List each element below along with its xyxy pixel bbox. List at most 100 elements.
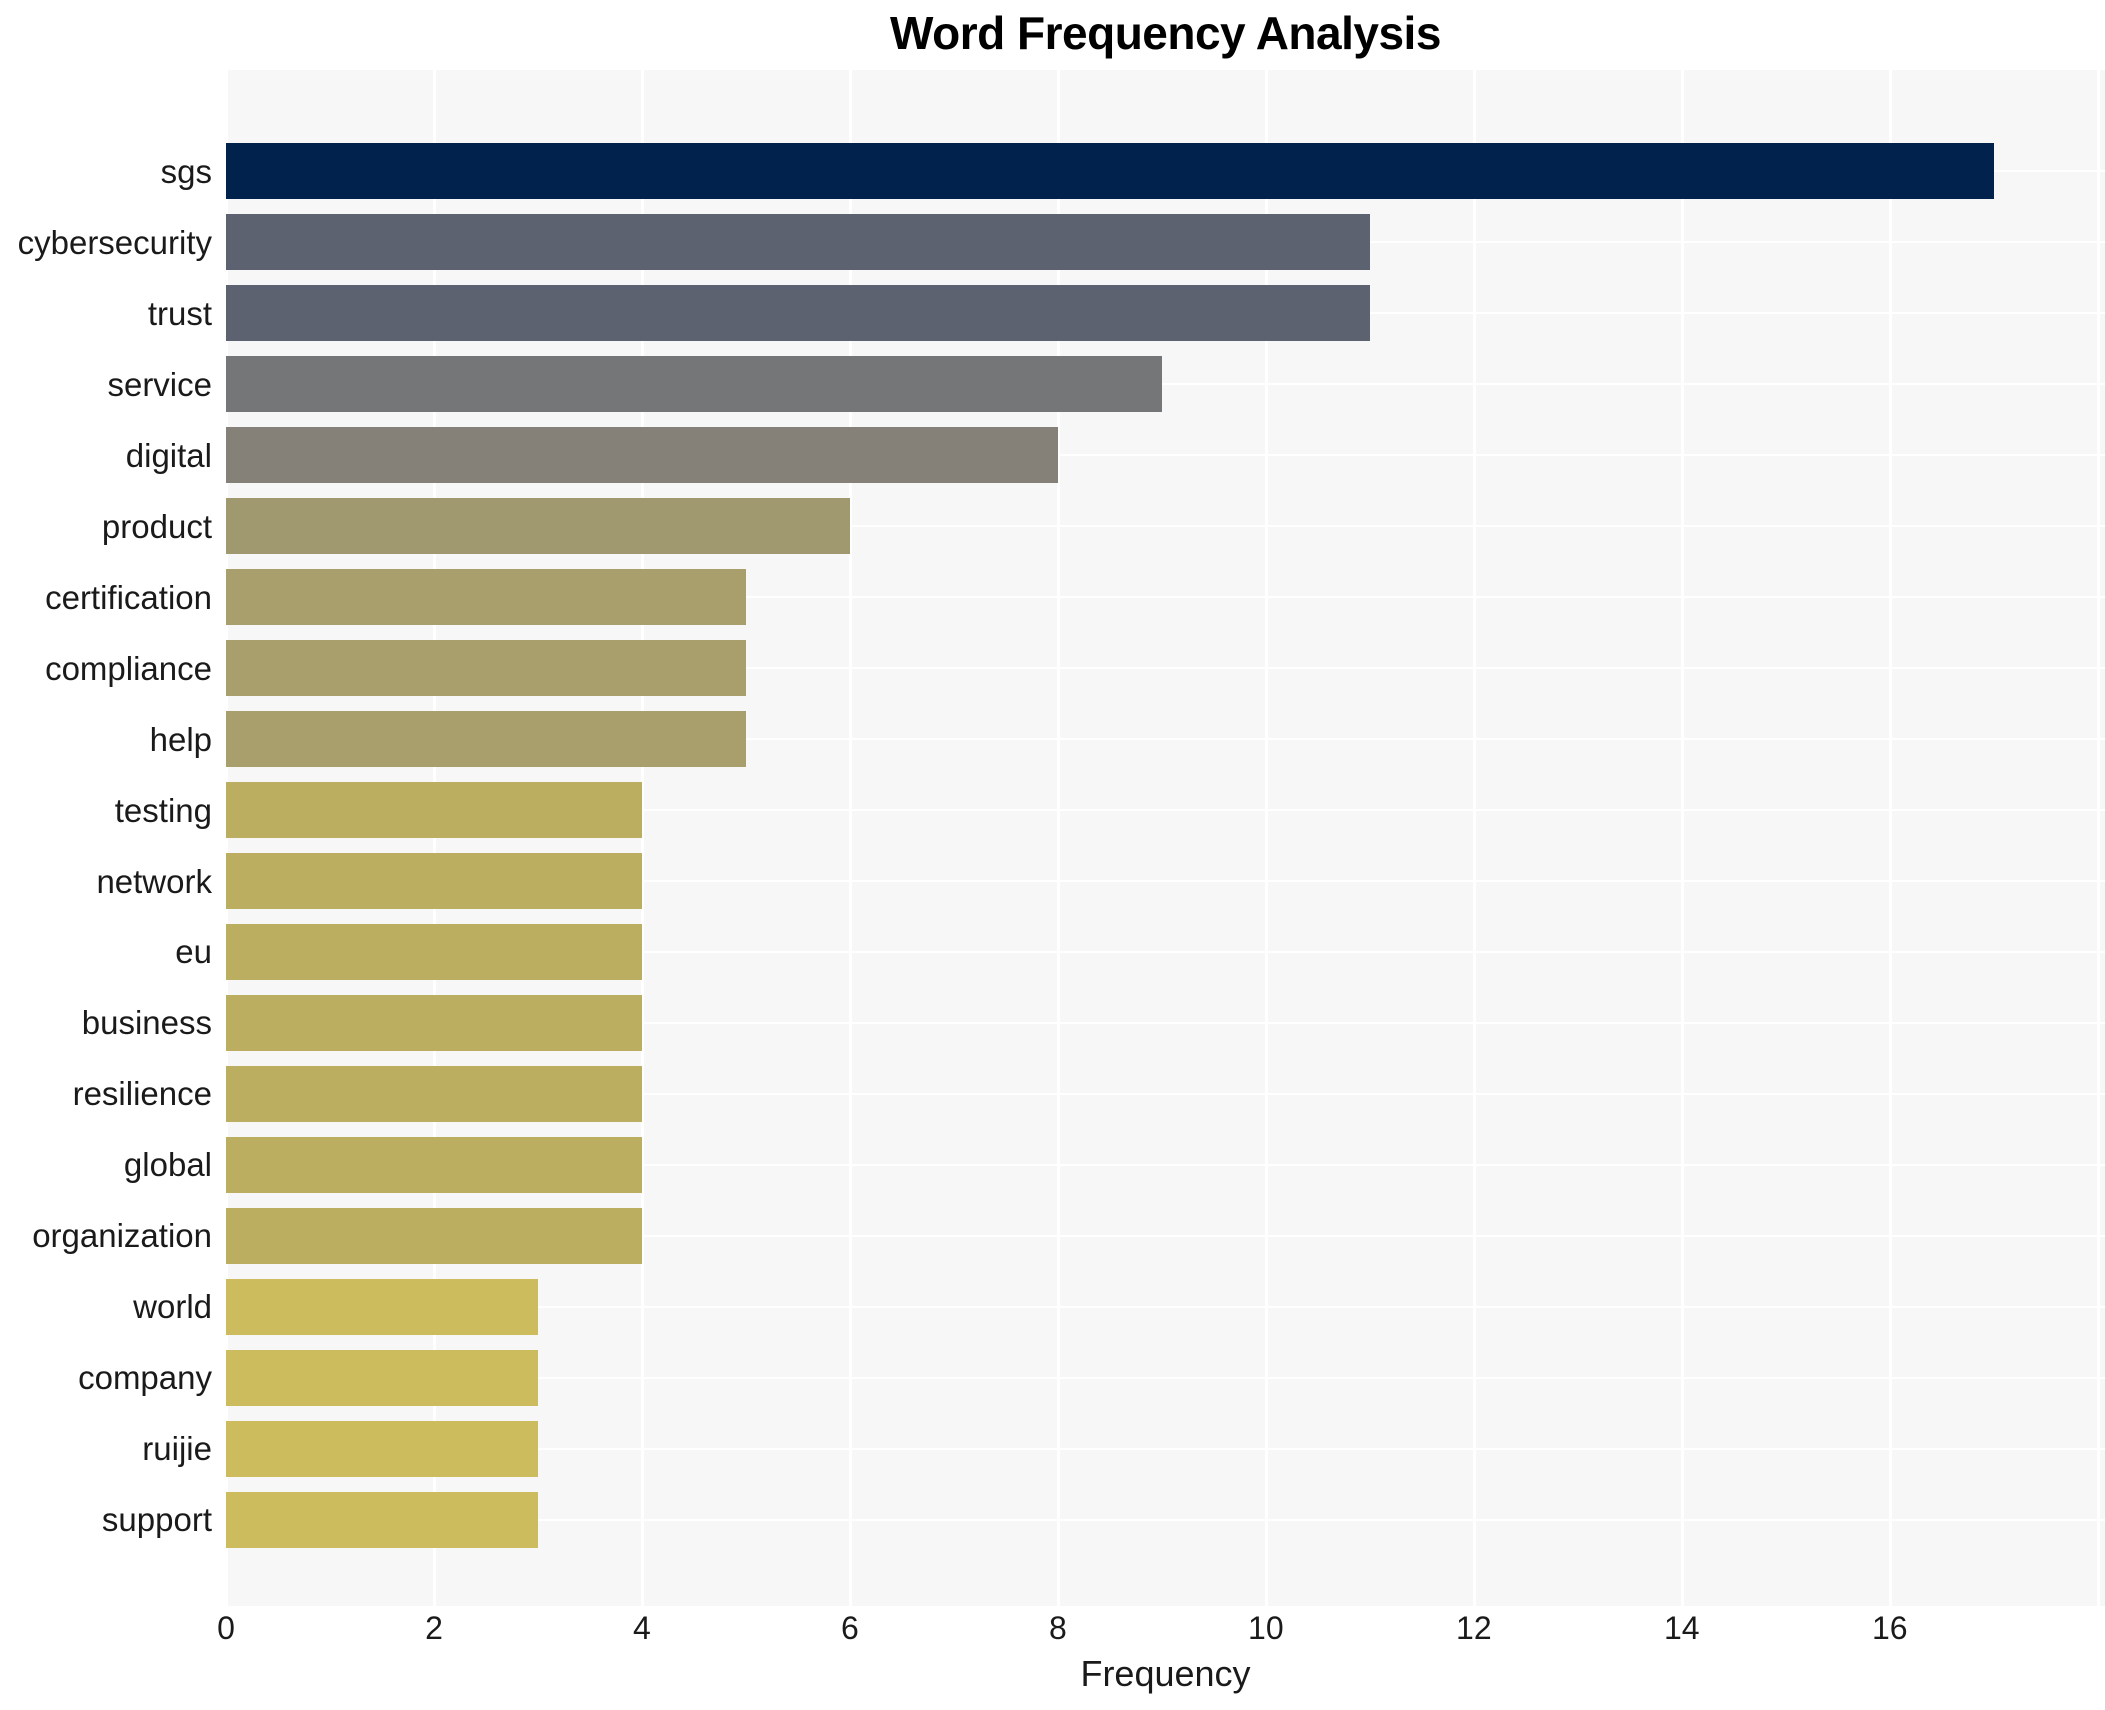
gridline-vertical [1264, 70, 1268, 1606]
y-axis-label: support [101, 1501, 212, 1539]
chart-row: testing [0, 775, 2105, 846]
gridline-vertical [1888, 70, 1892, 1606]
bar-compliance [226, 640, 746, 697]
chart-row: ruijie [0, 1413, 2105, 1484]
chart-row: resilience [0, 1058, 2105, 1129]
bar-track [226, 633, 2105, 704]
gridline-vertical [1680, 70, 1684, 1606]
y-axis-label: organization [32, 1217, 212, 1255]
y-axis-label: sgs [160, 152, 212, 190]
y-axis-label: trust [147, 294, 212, 332]
gridline-horizontal [226, 738, 2105, 741]
gridline-vertical [2096, 70, 2100, 1606]
x-tick-label: 6 [841, 1610, 859, 1646]
x-tick-label: 16 [1871, 1610, 1908, 1646]
chart-row: global [0, 1129, 2105, 1200]
gridline-horizontal [226, 1447, 2105, 1450]
bar-track [226, 987, 2105, 1058]
chart-row: business [0, 987, 2105, 1058]
bar-track [226, 1413, 2105, 1484]
gridline-vertical [640, 70, 644, 1606]
y-axis-label: certification [45, 578, 212, 616]
chart-row: product [0, 491, 2105, 562]
y-axis-label: network [96, 862, 212, 900]
bar-support [226, 1491, 538, 1548]
x-tick-label: 14 [1663, 1610, 1700, 1646]
bar-track [226, 207, 2105, 278]
bar-track [226, 1058, 2105, 1129]
y-axis-label: service [107, 365, 212, 403]
chart-row: cybersecurity [0, 207, 2105, 278]
bar-trust [226, 285, 1370, 342]
gridline-horizontal [226, 809, 2105, 812]
chart-row: network [0, 846, 2105, 917]
bar-track [226, 420, 2105, 491]
chart-row: digital [0, 420, 2105, 491]
x-tick-label: 0 [217, 1610, 235, 1646]
chart-row: support [0, 1484, 2105, 1555]
bar-track [226, 278, 2105, 349]
x-axis: 0 2 4 6 8 10 12 14 16 [0, 1612, 2105, 1652]
bar-track [226, 491, 2105, 562]
chart-row: service [0, 349, 2105, 420]
y-axis-label: world [133, 1288, 212, 1326]
chart-row: certification [0, 562, 2105, 633]
x-tick-label: 10 [1248, 1610, 1284, 1646]
chart-row: company [0, 1342, 2105, 1413]
bar-ruijie [226, 1420, 538, 1477]
gridline-horizontal [226, 1092, 2105, 1095]
bar-service [226, 356, 1162, 413]
bar-track [226, 1129, 2105, 1200]
bar-product [226, 498, 850, 555]
bar-eu [226, 923, 642, 980]
gridline-vertical [1472, 70, 1476, 1606]
bar-business [226, 994, 642, 1051]
gridline-horizontal [226, 1305, 2105, 1308]
y-axis-label: digital [125, 436, 212, 474]
y-axis-label: testing [114, 791, 212, 829]
bar-company [226, 1349, 538, 1406]
gridline-horizontal [226, 667, 2105, 670]
y-axis-label: company [78, 1359, 212, 1397]
gridline-horizontal [226, 1376, 2105, 1379]
chart-row: world [0, 1271, 2105, 1342]
gridline-vertical [1056, 70, 1060, 1606]
y-axis-label: eu [175, 933, 212, 971]
gridline-horizontal [226, 950, 2105, 953]
y-axis-label: ruijie [142, 1430, 212, 1468]
gridline-horizontal [226, 454, 2105, 457]
y-axis-label: resilience [72, 1075, 212, 1113]
bar-track [226, 1200, 2105, 1271]
bar-organization [226, 1207, 642, 1264]
x-tick-label: 2 [425, 1610, 443, 1646]
gridline-horizontal [226, 1234, 2105, 1237]
chart-row: compliance [0, 633, 2105, 704]
bar-testing [226, 782, 642, 839]
y-axis-label: product [101, 507, 212, 545]
y-axis-label: global [123, 1146, 212, 1184]
gridline-horizontal [226, 525, 2105, 528]
bar-sgs [226, 143, 1994, 200]
chart-title: Word Frequency Analysis [890, 7, 1441, 59]
y-axis-label: cybersecurity [17, 223, 212, 261]
bar-track [226, 562, 2105, 633]
bar-track [226, 136, 2105, 207]
bar-help [226, 711, 746, 768]
bar-track [226, 916, 2105, 987]
chart-row: trust [0, 278, 2105, 349]
bar-resilience [226, 1065, 642, 1122]
bar-cybersecurity [226, 214, 1370, 271]
bar-network [226, 853, 642, 909]
x-tick-label: 8 [1048, 1610, 1067, 1646]
x-axis-title: Frequency [1080, 1653, 1251, 1694]
bar-track [226, 1484, 2105, 1555]
chart-row: organization [0, 1200, 2105, 1271]
gridline-horizontal [226, 1163, 2105, 1166]
x-tick-label: 12 [1456, 1610, 1492, 1646]
gridline-horizontal [226, 1021, 2105, 1024]
y-axis-label: help [149, 720, 212, 758]
bar-rows: sgs cybersecurity trust service digital produ… [0, 70, 2105, 1606]
gridline-horizontal [226, 383, 2105, 386]
bar-track [226, 704, 2105, 775]
